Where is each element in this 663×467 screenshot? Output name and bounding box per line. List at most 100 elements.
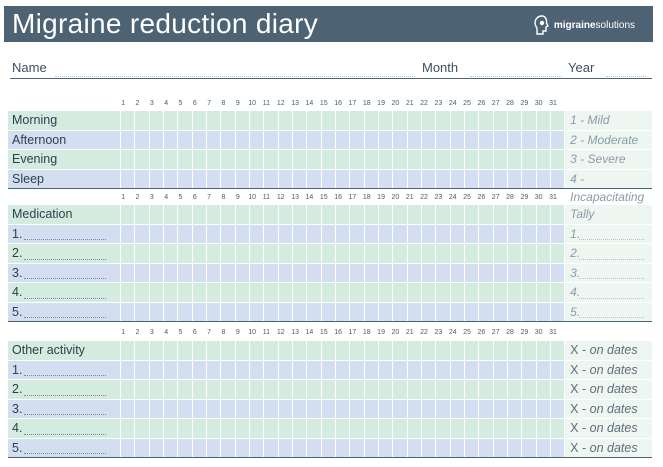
day-cell[interactable] (135, 205, 149, 224)
day-cell[interactable] (149, 438, 163, 457)
day-cell[interactable] (364, 302, 378, 321)
day-cell[interactable] (436, 244, 450, 263)
day-cell[interactable] (393, 263, 407, 282)
day-cell[interactable] (249, 244, 264, 263)
day-cell[interactable] (536, 419, 550, 438)
day-cell[interactable] (550, 399, 565, 418)
day-cell[interactable] (249, 130, 264, 149)
day-cell[interactable] (335, 380, 350, 399)
day-cell[interactable] (307, 341, 321, 360)
day-cell[interactable] (135, 263, 149, 282)
day-cell[interactable] (307, 263, 321, 282)
day-cell[interactable] (149, 111, 163, 130)
day-cell[interactable] (350, 283, 364, 302)
day-cell[interactable] (335, 150, 350, 169)
day-cell[interactable] (178, 150, 192, 169)
entry-line[interactable] (24, 433, 106, 435)
day-cell[interactable] (536, 150, 550, 169)
day-cell[interactable] (450, 399, 464, 418)
day-cell[interactable] (135, 419, 149, 438)
day-cell[interactable] (178, 169, 192, 188)
day-cell[interactable] (121, 205, 135, 224)
day-cell[interactable] (393, 341, 407, 360)
day-cell[interactable] (507, 283, 522, 302)
day-cell[interactable] (493, 283, 507, 302)
day-cell[interactable] (278, 224, 292, 243)
day-cell[interactable] (121, 263, 135, 282)
day-cell[interactable] (163, 150, 178, 169)
day-cell[interactable] (479, 302, 493, 321)
day-cell[interactable] (178, 360, 192, 379)
day-cell[interactable] (507, 302, 522, 321)
day-cell[interactable] (292, 302, 307, 321)
day-cell[interactable] (278, 263, 292, 282)
day-cell[interactable] (278, 302, 292, 321)
day-cell[interactable] (264, 263, 278, 282)
day-cell[interactable] (206, 438, 221, 457)
day-cell[interactable] (192, 205, 206, 224)
day-cell[interactable] (264, 130, 278, 149)
day-cell[interactable] (307, 360, 321, 379)
day-cell[interactable] (507, 150, 522, 169)
day-cell[interactable] (464, 130, 479, 149)
day-cell[interactable] (450, 263, 464, 282)
day-cell[interactable] (378, 244, 393, 263)
day-cell[interactable] (479, 224, 493, 243)
day-cell[interactable] (292, 244, 307, 263)
day-cell[interactable] (307, 438, 321, 457)
day-cell[interactable] (507, 341, 522, 360)
day-cell[interactable] (450, 380, 464, 399)
day-cell[interactable] (321, 341, 335, 360)
day-cell[interactable] (522, 302, 536, 321)
day-cell[interactable] (550, 150, 565, 169)
day-cell[interactable] (192, 169, 206, 188)
day-cell[interactable] (522, 419, 536, 438)
day-cell[interactable] (192, 130, 206, 149)
day-cell[interactable] (421, 205, 436, 224)
day-cell[interactable] (321, 224, 335, 243)
day-cell[interactable] (364, 205, 378, 224)
day-cell[interactable] (292, 399, 307, 418)
day-cell[interactable] (407, 244, 421, 263)
day-cell[interactable] (163, 224, 178, 243)
day-cell[interactable] (378, 419, 393, 438)
day-cell[interactable] (163, 205, 178, 224)
day-cell[interactable] (235, 111, 249, 130)
day-cell[interactable] (149, 341, 163, 360)
day-cell[interactable] (178, 130, 192, 149)
day-cell[interactable] (507, 130, 522, 149)
day-cell[interactable] (249, 150, 264, 169)
day-cell[interactable] (221, 302, 235, 321)
day-cell[interactable] (364, 419, 378, 438)
day-cell[interactable] (536, 224, 550, 243)
day-cell[interactable] (235, 302, 249, 321)
day-cell[interactable] (335, 360, 350, 379)
day-cell[interactable] (536, 360, 550, 379)
day-cell[interactable] (364, 360, 378, 379)
day-cell[interactable] (178, 341, 192, 360)
day-cell[interactable] (335, 341, 350, 360)
day-cell[interactable] (421, 244, 436, 263)
day-cell[interactable] (335, 283, 350, 302)
day-cell[interactable] (135, 302, 149, 321)
day-cell[interactable] (550, 438, 565, 457)
day-cell[interactable] (364, 341, 378, 360)
day-cell[interactable] (206, 399, 221, 418)
day-cell[interactable] (493, 438, 507, 457)
day-cell[interactable] (149, 302, 163, 321)
day-cell[interactable] (121, 224, 135, 243)
day-cell[interactable] (378, 399, 393, 418)
day-cell[interactable] (135, 341, 149, 360)
day-cell[interactable] (350, 360, 364, 379)
day-cell[interactable] (235, 169, 249, 188)
day-cell[interactable] (163, 283, 178, 302)
day-cell[interactable] (493, 244, 507, 263)
day-cell[interactable] (335, 399, 350, 418)
day-cell[interactable] (264, 224, 278, 243)
day-cell[interactable] (407, 150, 421, 169)
day-cell[interactable] (335, 438, 350, 457)
day-cell[interactable] (321, 302, 335, 321)
day-cell[interactable] (221, 283, 235, 302)
day-cell[interactable] (493, 419, 507, 438)
day-cell[interactable] (163, 130, 178, 149)
